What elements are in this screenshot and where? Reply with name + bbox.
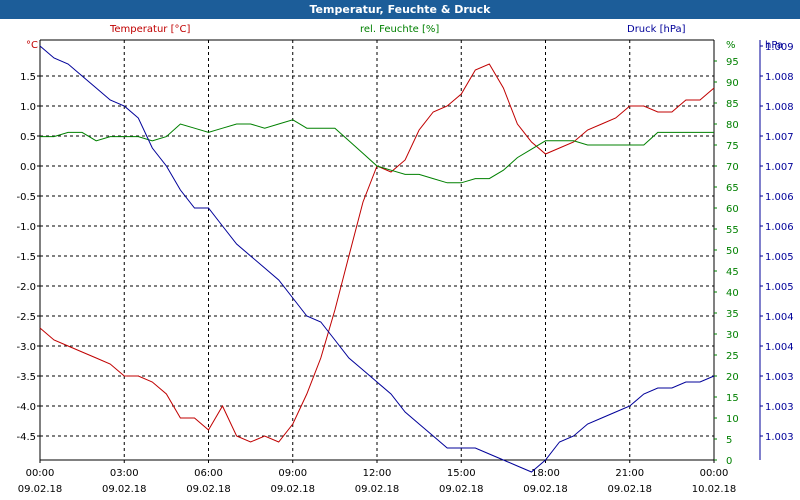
left-axis-unit: °C — [26, 40, 38, 51]
left-axis-tick-label: -2.5 — [16, 312, 36, 323]
middle-axis-tick-label: 10 — [726, 414, 739, 425]
x-axis-date-label: 09.02.18 — [18, 484, 63, 495]
right-axis-tick-label: 1.007 — [765, 162, 794, 173]
middle-axis-tick-label: 15 — [726, 393, 739, 404]
right-axis-tick-label: 1.006 — [765, 222, 794, 233]
x-axis-date-label: 09.02.18 — [607, 484, 652, 495]
right-axis-tick-label: 1.009 — [765, 42, 794, 53]
right-axis-tick-label: 1.008 — [765, 102, 794, 113]
series-line-middle — [40, 119, 714, 184]
middle-axis-tick-label: 80 — [726, 120, 739, 131]
right-axis-tick-label: 1.007 — [765, 132, 794, 143]
x-axis-time-label: 00:00 — [700, 468, 729, 479]
left-axis-tick-label: -1.0 — [16, 222, 36, 233]
middle-axis-tick-label: 95 — [726, 57, 739, 68]
x-axis-time-label: 12:00 — [363, 468, 392, 479]
left-axis-tick-label: 1.0 — [20, 102, 36, 113]
series-line-right — [39, 45, 715, 473]
left-axis-tick-label: 1.5 — [20, 72, 36, 83]
left-axis-tick-label: -3.5 — [16, 372, 36, 383]
x-axis-date-label: 09.02.18 — [186, 484, 231, 495]
right-axis-tick-label: 1.003 — [765, 432, 794, 443]
right-axis-tick-label: 1.008 — [765, 72, 794, 83]
middle-axis-tick-label: 30 — [726, 330, 739, 341]
x-axis-time-label: 15:00 — [447, 468, 476, 479]
x-axis-date-label: 09.02.18 — [355, 484, 400, 495]
middle-axis-tick-label: 60 — [726, 204, 739, 215]
left-axis-tick-label: -1.5 — [16, 252, 36, 263]
left-axis-tick-label: 0.5 — [20, 132, 36, 143]
x-axis-time-label: 06:00 — [194, 468, 223, 479]
series-layer — [39, 45, 715, 473]
left-axis-tick-label: -2.0 — [16, 282, 36, 293]
middle-axis-tick-label: 35 — [726, 309, 739, 320]
right-axis-tick-label: 1.005 — [765, 252, 794, 263]
left-axis-tick-label: -3.0 — [16, 342, 36, 353]
right-axis-tick-label: 1.004 — [765, 312, 794, 323]
left-axis-tick-label: 0.0 — [20, 162, 36, 173]
left-axis-tick-label: -4.0 — [16, 402, 36, 413]
middle-axis-tick-label: 25 — [726, 351, 739, 362]
x-axis-time-label: 21:00 — [615, 468, 644, 479]
legend-pressure: Druck [hPa] — [627, 24, 686, 35]
x-axis-time-label: 18:00 — [531, 468, 560, 479]
x-axis-date-label: 09.02.18 — [523, 484, 568, 495]
right-axis-tick-label: 1.003 — [765, 402, 794, 413]
x-axis-date-label: 09.02.18 — [439, 484, 484, 495]
x-axis-time-label: 00:00 — [26, 468, 55, 479]
middle-axis-tick-label: 50 — [726, 246, 739, 257]
middle-axis-tick-label: 70 — [726, 162, 739, 173]
x-axis-time-label: 09:00 — [278, 468, 307, 479]
x-axis-time-label: 03:00 — [110, 468, 139, 479]
right-axis-tick-label: 1.004 — [765, 342, 794, 353]
right-axis-tick-label: 1.005 — [765, 282, 794, 293]
x-axis-date-label: 10.02.18 — [692, 484, 737, 495]
right-axis-tick-label: 1.006 — [765, 192, 794, 203]
middle-axis-tick-label: 0 — [726, 456, 732, 467]
middle-axis-tick-label: 40 — [726, 288, 739, 299]
legend-temperature: Temperatur [°C] — [110, 24, 191, 35]
right-axis-unit: hPa — [765, 40, 783, 51]
middle-axis-unit: % — [726, 40, 736, 51]
middle-axis-tick-label: 55 — [726, 225, 739, 236]
middle-axis-tick-label: 90 — [726, 78, 739, 89]
middle-axis-tick-label: 65 — [726, 183, 739, 194]
x-axis-date-label: 09.02.18 — [102, 484, 147, 495]
window-title: Temperatur, Feuchte & Druck — [0, 0, 800, 19]
legend-humidity: rel. Feuchte [%] — [360, 24, 440, 35]
middle-axis-tick-label: 45 — [726, 267, 739, 278]
x-axis-date-label: 09.02.18 — [270, 484, 315, 495]
middle-axis-tick-label: 5 — [726, 435, 732, 446]
left-axis-tick-label: -0.5 — [16, 192, 36, 203]
axes: 1.5 1.0 0.5 0.0 -0.5 -1.0 -1.5 -2.0 -2.5 -3.0 -3.5… — [16, 39, 794, 495]
middle-axis-tick-label: 75 — [726, 141, 739, 152]
middle-axis-tick-label: 20 — [726, 372, 739, 383]
middle-axis-tick-label: 85 — [726, 99, 739, 110]
right-axis-tick-label: 1.003 — [765, 372, 794, 383]
left-axis-tick-label: -4.5 — [16, 432, 36, 443]
